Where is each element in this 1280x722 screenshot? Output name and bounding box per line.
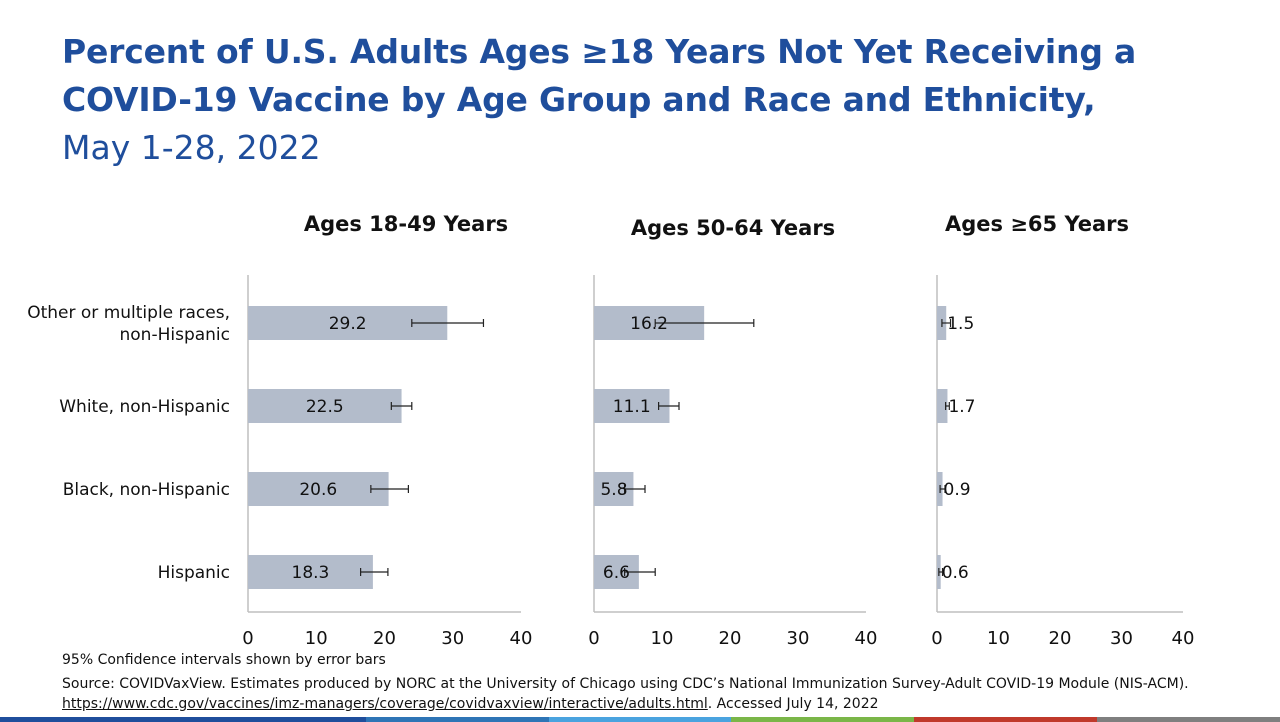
bar[interactable]	[594, 389, 670, 423]
x-tick-label: 20	[1049, 628, 1072, 649]
strip-segment	[548, 717, 732, 722]
chart-title: Percent of U.S. Adults Ages ≥18 Years No…	[62, 32, 1137, 119]
panel-title: Ages 50-64 Years	[631, 216, 835, 240]
x-tick-label: 0	[242, 628, 253, 649]
bar[interactable]	[248, 555, 373, 589]
x-tick-label: 30	[787, 628, 810, 649]
data-label: 6.6	[603, 563, 630, 583]
x-tick-label: 20	[719, 628, 742, 649]
strip-segment	[0, 717, 183, 722]
category-label: Black, non-Hispanic	[63, 480, 230, 500]
source-note: Source: COVIDVaxView. Estimates produced…	[62, 674, 1212, 714]
category-label: Hispanic	[158, 563, 230, 583]
data-label: 16.2	[630, 314, 668, 334]
chart-subtitle: May 1-28, 2022	[62, 128, 321, 167]
data-label: 0.6	[942, 563, 969, 583]
data-label: 1.7	[948, 397, 975, 417]
source-accessed: . Accessed July 14, 2022	[707, 696, 879, 712]
data-label: 5.8	[600, 480, 627, 500]
category-label: non-Hispanic	[120, 325, 231, 345]
panel-title: Ages ≥65 Years	[945, 212, 1129, 236]
bar[interactable]	[248, 389, 402, 423]
x-tick-label: 0	[588, 628, 599, 649]
category-label: Other or multiple races,	[27, 303, 230, 323]
bottom-color-strip	[0, 717, 1280, 722]
x-tick-label: 10	[651, 628, 674, 649]
x-tick-label: 40	[1172, 628, 1195, 649]
data-label: 11.1	[613, 397, 651, 417]
strip-segment	[914, 717, 1098, 722]
panel-title: Ages 18-49 Years	[304, 212, 508, 236]
source-link[interactable]: https://www.cdc.gov/vaccines/imz-manager…	[62, 696, 708, 712]
data-label: 1.5	[947, 314, 974, 334]
data-label: 22.5	[306, 397, 344, 417]
bar[interactable]	[248, 472, 389, 506]
category-label: White, non-Hispanic	[59, 397, 230, 417]
x-tick-label: 20	[373, 628, 396, 649]
data-label: 18.3	[292, 563, 330, 583]
x-tick-label: 10	[305, 628, 328, 649]
x-tick-label: 40	[510, 628, 533, 649]
x-tick-label: 30	[441, 628, 464, 649]
confidence-interval-note: 95% Confidence intervals shown by error …	[62, 652, 386, 668]
x-tick-label: 10	[987, 628, 1010, 649]
x-tick-label: 0	[931, 628, 942, 649]
bar[interactable]	[937, 389, 948, 423]
strip-segment	[365, 717, 549, 722]
data-label: 20.6	[299, 480, 337, 500]
strip-segment	[182, 717, 366, 722]
data-label: 29.2	[329, 314, 367, 334]
x-tick-label: 30	[1110, 628, 1133, 649]
bar-chart-panels: Other or multiple races,non-Hispanic Whit…	[27, 212, 1195, 649]
strip-segment	[731, 717, 915, 722]
x-tick-label: 40	[855, 628, 878, 649]
strip-segment	[1097, 717, 1280, 722]
source-text: Source: COVIDVaxView. Estimates produced…	[62, 676, 1189, 692]
data-label: 0.9	[944, 480, 971, 500]
